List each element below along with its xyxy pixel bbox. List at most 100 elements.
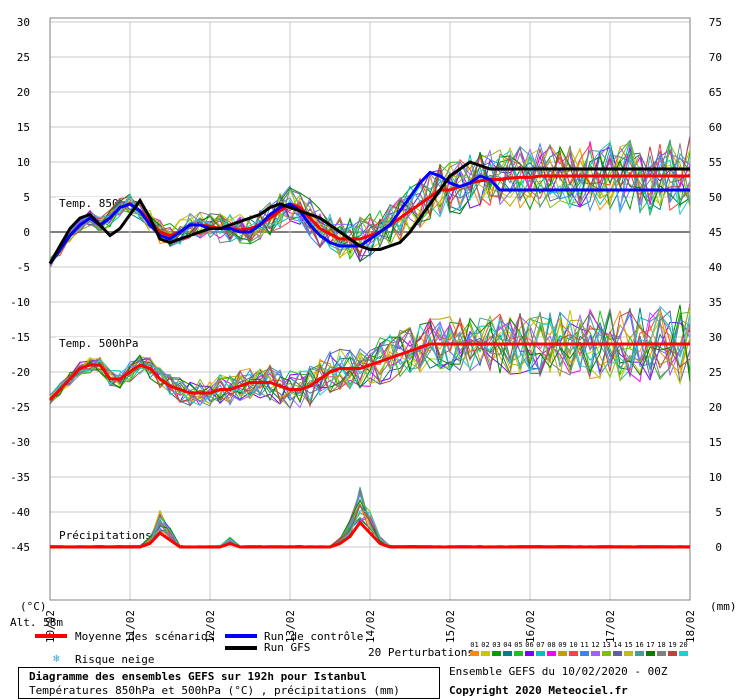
copyright: Copyright 2020 Meteociel.fr <box>449 684 628 697</box>
y-tick-left: -5 <box>17 261 30 274</box>
y-tick-left: -40 <box>10 506 30 519</box>
x-tick-label: 11/02 <box>124 610 137 643</box>
perturbation-legend-item: 03 <box>491 641 502 657</box>
legend-gfs-label: Run GFS <box>264 641 311 654</box>
perturbation-id: 19 <box>668 641 677 649</box>
y-tick-left: 10 <box>17 156 30 169</box>
perturbation-line-500 <box>49 311 691 406</box>
series-line-t850 <box>48 160 690 265</box>
perturbation-legend-item: 12 <box>590 641 601 657</box>
perturbation-legend-item: 11 <box>579 641 590 657</box>
perturbation-legend-item: 10 <box>568 641 579 657</box>
perturbation-legend-item: 01 <box>469 641 480 657</box>
y-tick-left: -10 <box>10 296 30 309</box>
perturbation-swatch <box>612 650 622 656</box>
perturbation-swatch <box>469 650 479 656</box>
snow-icon: ❄ <box>53 652 60 665</box>
y-tick-left: -15 <box>10 331 30 344</box>
perturbation-swatch <box>623 650 633 656</box>
y-tick-left: -30 <box>10 436 30 449</box>
perturbation-legend-item: 08 <box>546 641 557 657</box>
y-tick-left: -20 <box>10 366 30 379</box>
perturbation-swatch <box>557 650 567 656</box>
label-bg <box>56 337 132 350</box>
perturbation-line-500 <box>49 305 691 406</box>
perturbation-legend-item: 15 <box>623 641 634 657</box>
label-bg <box>56 529 146 542</box>
y-tick-right: 35 <box>709 296 722 309</box>
altitude-label: Alt. 58m <box>10 616 63 629</box>
perturbation-swatch <box>601 650 611 656</box>
perturbation-legend-item: 20 <box>678 641 689 657</box>
perturbation-legend-item: 07 <box>535 641 546 657</box>
perturbation-id: 15 <box>624 641 633 649</box>
perturbation-id: 06 <box>525 641 534 649</box>
series-line-t500 <box>48 342 690 402</box>
perturbation-id: 05 <box>514 641 523 649</box>
series-line-precip <box>50 520 690 549</box>
perturbation-id: 09 <box>558 641 567 649</box>
perturbation-legend-item: 04 <box>502 641 513 657</box>
y-tick-right: 0 <box>715 541 722 554</box>
y-tick-left: -25 <box>10 401 30 414</box>
chart-title: Diagramme des ensembles GEFS sur 192h po… <box>29 670 367 683</box>
perturbation-swatch <box>535 650 545 656</box>
perturbation-id: 20 <box>679 641 688 649</box>
run-info: Ensemble GEFS du 10/02/2020 - 00Z <box>449 665 668 678</box>
y-tick-left: 20 <box>17 86 30 99</box>
perturbation-legend-item: 14 <box>612 641 623 657</box>
perturbation-line-500 <box>49 308 691 407</box>
perturbation-legend-item: 05 <box>513 641 524 657</box>
perturbation-swatch <box>524 650 534 656</box>
perturbation-legend-item: 18 <box>656 641 667 657</box>
y-tick-left: 5 <box>23 191 30 204</box>
y-tick-right: 15 <box>709 436 722 449</box>
perturbation-legend-item: 13 <box>601 641 612 657</box>
perturbation-line-850 <box>49 145 691 265</box>
perturbation-swatch <box>568 650 578 656</box>
y-tick-left: 25 <box>17 51 30 64</box>
x-tick-label: 12/02 <box>204 610 217 643</box>
perturbation-swatch <box>579 650 589 656</box>
perturbation-legend-item: 19 <box>667 641 678 657</box>
perturbation-swatch <box>502 650 512 656</box>
series-line-t850 <box>48 174 690 265</box>
legend-snow-label: Risque neige <box>75 653 155 666</box>
perturbation-line-850 <box>49 147 691 261</box>
section-label-precip: Précipitations <box>59 529 152 542</box>
y-tick-right: 40 <box>709 261 722 274</box>
y-tick-right: 50 <box>709 191 722 204</box>
perturbation-swatch <box>513 650 523 656</box>
chart-subtitle: Températures 850hPa et 500hPa (°C) , pré… <box>29 684 400 697</box>
x-tick-label: 17/02 <box>604 610 617 643</box>
perturbation-legend-item: 17 <box>645 641 656 657</box>
y-tick-left: -35 <box>10 471 30 484</box>
section-label-t500: Temp. 500hPa <box>59 337 138 350</box>
perturbation-swatch <box>656 650 666 656</box>
y-tick-right: 5 <box>715 506 722 519</box>
perturbation-id: 01 <box>470 641 479 649</box>
perturbation-legend: 01 02 03 04 05 06 07 08 09 10 11 12 13 14 15 16 17 18 19 20 <box>469 641 699 658</box>
perturbation-legend-item: 06 <box>524 641 535 657</box>
perturbation-swatch <box>546 650 556 656</box>
x-tick-label: 13/02 <box>284 610 297 643</box>
perturbation-swatch <box>590 650 600 656</box>
y-tick-left: -45 <box>10 541 30 554</box>
x-tick-label: 18/02 <box>684 610 697 643</box>
legend-mean-label: Moyenne des scénarios <box>75 630 215 643</box>
legend-mean-swatch <box>35 634 67 638</box>
perturbation-swatch <box>634 650 644 656</box>
perturbation-id: 02 <box>481 641 490 649</box>
perturbation-swatch <box>645 650 655 656</box>
right-unit-label: (mm) <box>710 600 737 613</box>
y-tick-left: 15 <box>17 121 30 134</box>
y-tick-right: 25 <box>709 366 722 379</box>
perturbation-swatch <box>667 650 677 656</box>
y-tick-right: 60 <box>709 121 722 134</box>
y-tick-right: 55 <box>709 156 722 169</box>
perturbation-id: 07 <box>536 641 545 649</box>
perturbation-id: 14 <box>613 641 622 649</box>
plot-frame <box>49 17 691 601</box>
perturbation-id: 13 <box>602 641 611 649</box>
